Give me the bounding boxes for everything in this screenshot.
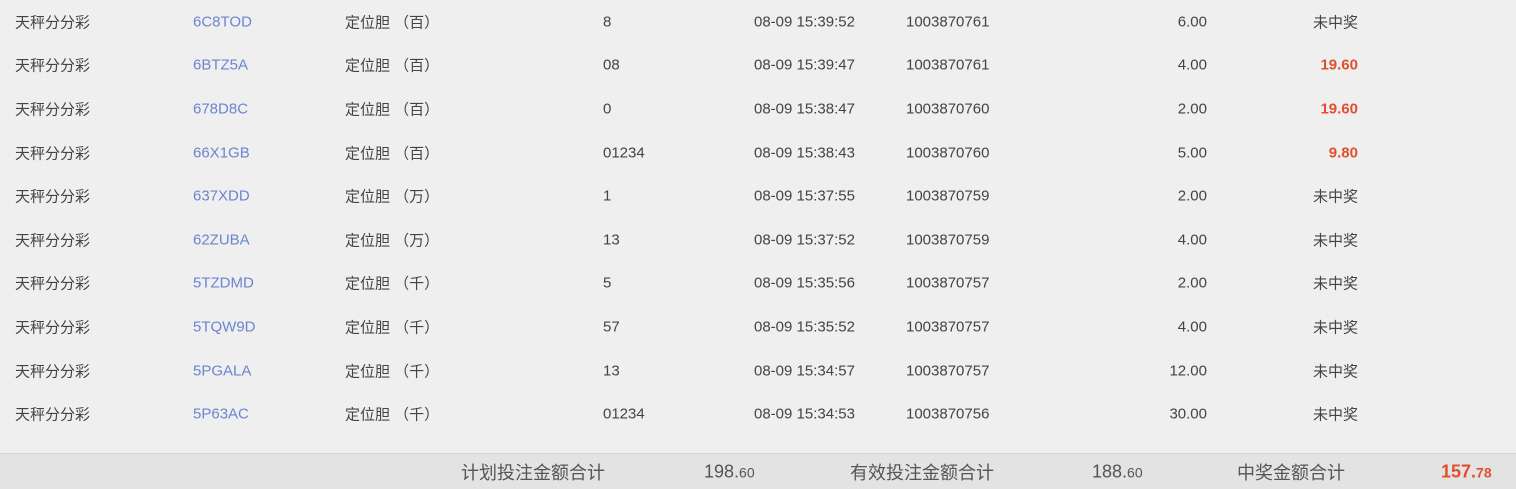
bet-time: 08-09 15:35:56 [754, 274, 855, 292]
issue-number: 1003870759 [906, 187, 990, 205]
issue-number: 1003870757 [906, 318, 990, 336]
lottery-name: 天秤分分彩 [15, 14, 91, 32]
bet-id-link[interactable]: 5P63AC [193, 405, 249, 423]
bet-id-link[interactable]: 5TQW9D [193, 318, 256, 336]
issue-number: 1003870757 [906, 274, 990, 292]
table-row: 天秤分分彩 678D8C 定位胆 （百） 0 08-09 15:38:47 1003870… [0, 87, 1516, 131]
play-type: 定位胆 （百） [345, 101, 440, 119]
table-row: 天秤分分彩 5PGALA 定位胆 （千） 13 08-09 15:34:57 100387… [0, 349, 1516, 393]
bet-time: 08-09 15:37:52 [754, 231, 855, 249]
bet-amount: 5.00 [1177, 144, 1207, 162]
valid-total-label: 有效投注金额合计 [850, 462, 994, 483]
table-row: 天秤分分彩 6BTZ5A 定位胆 （百） 08 08-09 15:39:47 100387… [0, 44, 1516, 88]
bet-time: 08-09 15:38:43 [754, 144, 855, 162]
issue-number: 1003870759 [906, 231, 990, 249]
result: 未中奖 [1312, 232, 1358, 250]
issue-number: 1003870760 [906, 144, 990, 162]
bet-number: 13 [603, 231, 620, 249]
result: 未中奖 [1312, 275, 1358, 293]
bet-id-link[interactable]: 637XDD [193, 187, 250, 205]
lottery-name: 天秤分分彩 [15, 101, 91, 119]
issue-number: 1003870756 [906, 405, 990, 423]
play-type: 定位胆 （千） [345, 406, 440, 424]
bet-id-link[interactable]: 678D8C [193, 100, 249, 118]
bet-id-link[interactable]: 6C8TOD [193, 13, 252, 31]
totals-bar: 计划投注金额合计 198.60 有效投注金额合计 188.60 中奖金额合计 1… [0, 453, 1516, 489]
result: 9.80 [1328, 144, 1358, 162]
play-type: 定位胆 （万） [345, 188, 440, 206]
bet-number: 1 [603, 187, 612, 205]
bet-id-link[interactable]: 62ZUBA [193, 231, 250, 249]
valid-total-value: 188.60 [1092, 461, 1143, 481]
bet-amount: 2.00 [1177, 274, 1207, 292]
result: 未中奖 [1312, 319, 1358, 337]
bet-number: 13 [603, 362, 620, 380]
bet-amount: 6.00 [1177, 13, 1207, 31]
bet-amount: 30.00 [1169, 405, 1207, 423]
bet-id-link[interactable]: 5PGALA [193, 362, 252, 380]
play-type: 定位胆 （千） [345, 363, 440, 381]
result: 19.60 [1320, 100, 1358, 118]
table-row: 天秤分分彩 5P63AC 定位胆 （千） 01234 08-09 15:34:53 100… [0, 392, 1516, 436]
play-type: 定位胆 （百） [345, 14, 440, 32]
bet-number: 01234 [603, 405, 645, 423]
table-row: 天秤分分彩 5TZDMD 定位胆 （千） 5 08-09 15:35:56 1003870… [0, 262, 1516, 306]
bet-time: 08-09 15:39:52 [754, 13, 855, 31]
bet-number: 01234 [603, 144, 645, 162]
issue-number: 1003870757 [906, 362, 990, 380]
lottery-name: 天秤分分彩 [15, 232, 91, 250]
lottery-name: 天秤分分彩 [15, 275, 91, 293]
bet-amount: 4.00 [1177, 318, 1207, 336]
lottery-name: 天秤分分彩 [15, 145, 91, 163]
play-type: 定位胆 （千） [345, 275, 440, 293]
bet-time: 08-09 15:35:52 [754, 318, 855, 336]
table-row: 天秤分分彩 66X1GB 定位胆 （百） 01234 08-09 15:38:43 100… [0, 131, 1516, 175]
result: 未中奖 [1312, 406, 1358, 424]
bet-number: 57 [603, 318, 620, 336]
bet-number: 08 [603, 56, 620, 74]
issue-number: 1003870761 [906, 56, 990, 74]
issue-number: 1003870760 [906, 100, 990, 118]
bet-number: 8 [603, 13, 612, 31]
win-total-value: 157.78 [1441, 461, 1492, 481]
win-total-label: 中奖金额合计 [1237, 462, 1345, 483]
play-type: 定位胆 （万） [345, 232, 440, 250]
result: 19.60 [1320, 56, 1358, 74]
play-type: 定位胆 （千） [345, 319, 440, 337]
planned-total-label: 计划投注金额合计 [461, 462, 605, 483]
planned-total-value: 198.60 [704, 461, 755, 481]
bet-time: 08-09 15:34:53 [754, 405, 855, 423]
bet-amount: 4.00 [1177, 231, 1207, 249]
lottery-name: 天秤分分彩 [15, 57, 91, 75]
bet-id-link[interactable]: 6BTZ5A [193, 56, 249, 74]
table-row: 天秤分分彩 62ZUBA 定位胆 （万） 13 08-09 15:37:52 100387… [0, 218, 1516, 262]
table-row: 天秤分分彩 5TQW9D 定位胆 （千） 57 08-09 15:35:52 100387… [0, 305, 1516, 349]
lottery-name: 天秤分分彩 [15, 319, 91, 337]
bet-amount: 12.00 [1169, 362, 1207, 380]
lottery-name: 天秤分分彩 [15, 188, 91, 206]
bet-amount: 2.00 [1177, 100, 1207, 118]
play-type: 定位胆 （百） [345, 145, 440, 163]
table-row: 天秤分分彩 6C8TOD 定位胆 （百） 8 08-09 15:39:52 1003870… [0, 0, 1516, 44]
lottery-name: 天秤分分彩 [15, 363, 91, 381]
bet-time: 08-09 15:37:55 [754, 187, 855, 205]
result: 未中奖 [1312, 363, 1358, 381]
play-type: 定位胆 （百） [345, 57, 440, 75]
table-row: 天秤分分彩 637XDD 定位胆 （万） 1 08-09 15:37:55 1003870… [0, 174, 1516, 218]
bet-time: 08-09 15:39:47 [754, 56, 855, 74]
bet-time: 08-09 15:34:57 [754, 362, 855, 380]
bet-id-link[interactable]: 66X1GB [193, 144, 250, 162]
result: 未中奖 [1312, 188, 1358, 206]
bet-amount: 2.00 [1177, 187, 1207, 205]
lottery-name: 天秤分分彩 [15, 406, 91, 424]
bet-number: 5 [603, 274, 612, 292]
bet-time: 08-09 15:38:47 [754, 100, 855, 118]
bet-id-link[interactable]: 5TZDMD [193, 274, 254, 292]
issue-number: 1003870761 [906, 13, 990, 31]
result: 未中奖 [1312, 14, 1358, 32]
bet-amount: 4.00 [1177, 56, 1207, 74]
bet-number: 0 [603, 100, 612, 118]
